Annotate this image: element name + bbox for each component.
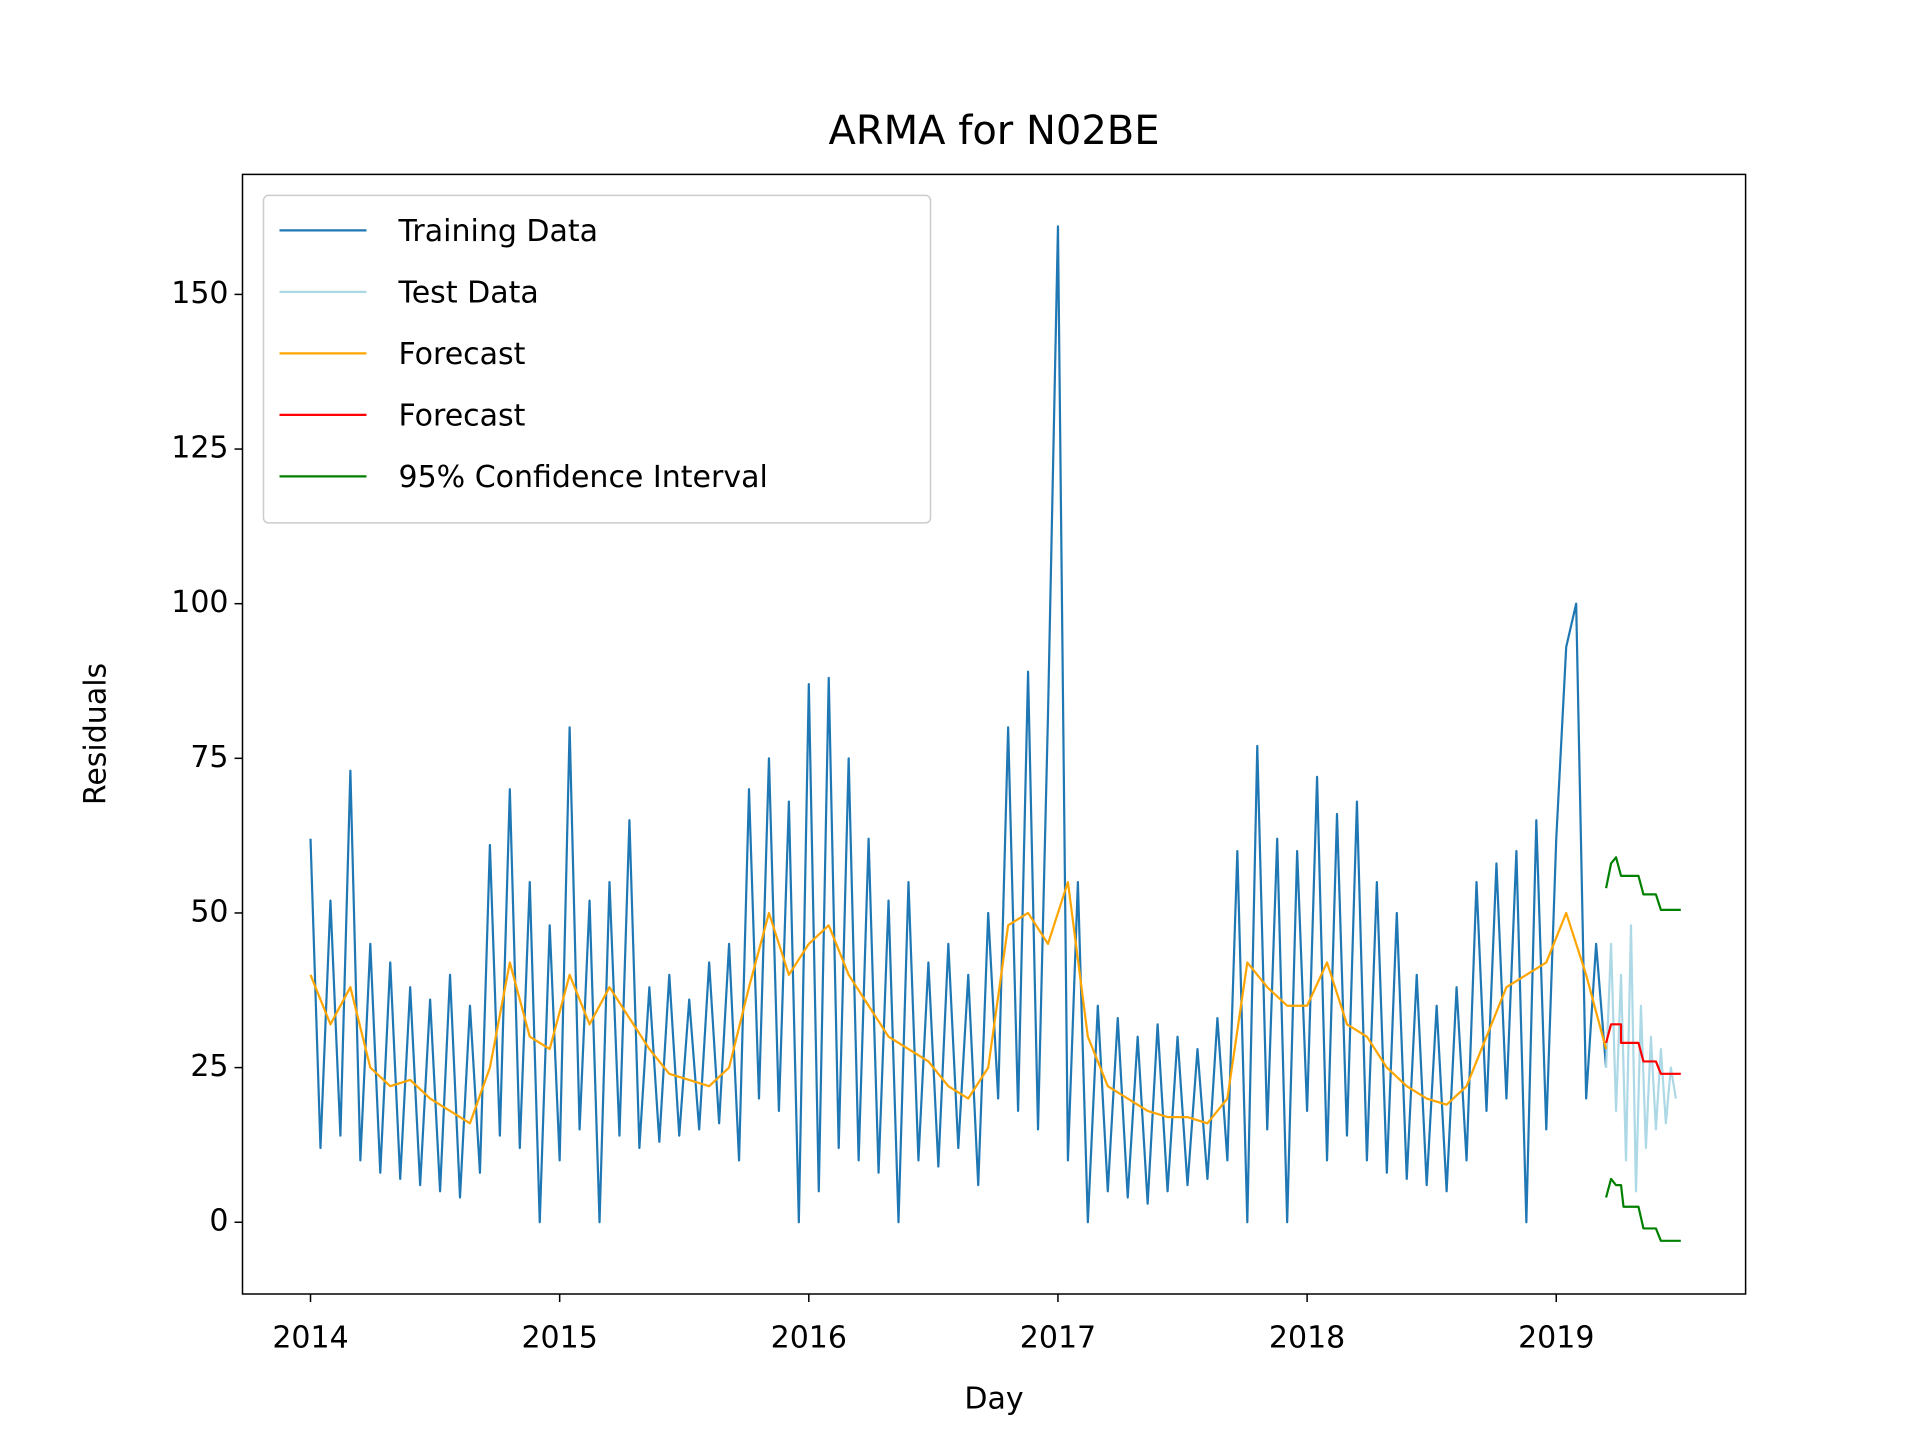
legend-label: Forecast (399, 398, 526, 433)
series-line (309, 880, 1608, 1125)
series-line (1604, 924, 1677, 1193)
y-tick-label: 25 (190, 1049, 228, 1084)
y-tick-label: 100 (171, 585, 228, 620)
y-tick-label: 150 (171, 276, 228, 311)
series-line (1605, 856, 1681, 911)
x-axis-label: Day (964, 1382, 1023, 1417)
series-line (1605, 1023, 1681, 1075)
x-tick-label: 2017 (1020, 1321, 1096, 1356)
plot-frame (241, 173, 1747, 1295)
legend-label: 95% Confidence Interval (399, 460, 768, 495)
x-tick-label: 2014 (272, 1321, 348, 1356)
x-tick-label: 2015 (521, 1321, 597, 1356)
legend-label: Forecast (399, 337, 526, 372)
y-tick-label: 125 (171, 431, 228, 466)
x-tick-label: 2018 (1269, 1321, 1345, 1356)
chart-title: ARMA for N02BE (829, 108, 1160, 154)
series-line (309, 225, 1608, 1224)
x-tick-label: 2019 (1518, 1321, 1594, 1356)
series-line (1605, 1177, 1681, 1242)
legend-label: Test Data (398, 275, 539, 310)
legend-label: Training Data (398, 214, 599, 249)
y-tick-label: 0 (209, 1204, 228, 1239)
legend-box (262, 194, 932, 524)
y-tick-label: 50 (190, 894, 228, 929)
x-tick-label: 2016 (771, 1321, 847, 1356)
y-axis-label: Residuals (79, 663, 114, 805)
y-tick-label: 75 (190, 740, 228, 775)
